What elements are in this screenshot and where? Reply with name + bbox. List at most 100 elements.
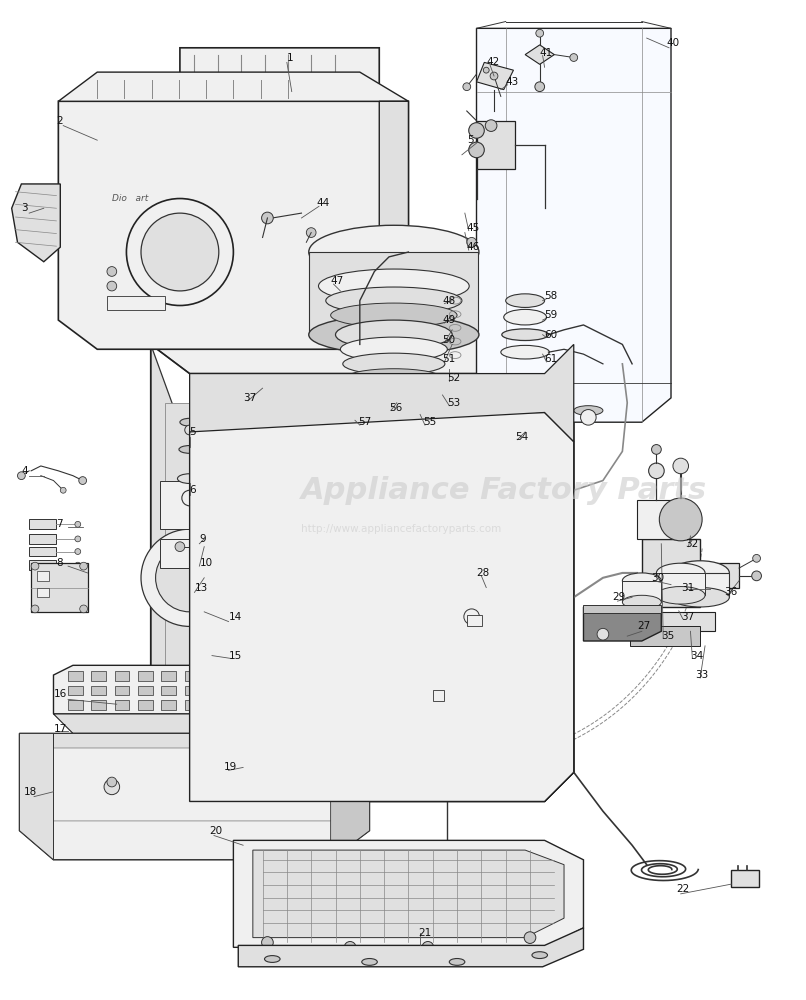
Circle shape (175, 542, 185, 552)
Polygon shape (208, 686, 222, 695)
Bar (204, 680, 222, 697)
Circle shape (31, 605, 39, 613)
Text: http://www.appliancefactoryparts.com: http://www.appliancefactoryparts.com (301, 524, 501, 534)
Circle shape (75, 536, 81, 542)
Circle shape (75, 521, 81, 527)
Polygon shape (224, 753, 272, 777)
Polygon shape (278, 700, 293, 710)
Bar (584, 605, 661, 613)
Ellipse shape (449, 959, 465, 965)
Circle shape (79, 477, 86, 484)
Polygon shape (656, 573, 705, 595)
Ellipse shape (264, 956, 280, 962)
Polygon shape (161, 700, 176, 710)
Circle shape (532, 410, 547, 425)
Text: 21: 21 (418, 928, 431, 938)
Circle shape (691, 589, 706, 605)
Polygon shape (189, 344, 574, 442)
Polygon shape (68, 686, 83, 695)
Polygon shape (301, 686, 316, 695)
Text: 58: 58 (545, 291, 558, 301)
Ellipse shape (362, 959, 377, 965)
Bar (160, 539, 209, 568)
Polygon shape (630, 626, 700, 646)
Bar (29, 534, 56, 544)
Text: 13: 13 (194, 583, 208, 593)
Polygon shape (476, 28, 671, 422)
Text: 43: 43 (505, 77, 519, 87)
Text: 44: 44 (316, 198, 330, 208)
Polygon shape (234, 840, 584, 947)
Circle shape (484, 67, 489, 73)
Circle shape (659, 498, 702, 541)
Polygon shape (189, 412, 574, 801)
Circle shape (536, 29, 543, 37)
Ellipse shape (505, 294, 545, 307)
Polygon shape (263, 753, 505, 801)
Text: 56: 56 (389, 403, 402, 413)
Circle shape (753, 554, 761, 562)
Polygon shape (53, 665, 350, 714)
Polygon shape (253, 850, 564, 938)
Circle shape (686, 568, 696, 578)
Polygon shape (151, 733, 574, 801)
Text: 20: 20 (209, 826, 222, 836)
Polygon shape (138, 671, 152, 681)
Text: 61: 61 (545, 354, 558, 364)
Circle shape (156, 544, 224, 612)
Polygon shape (19, 733, 53, 860)
Polygon shape (584, 607, 661, 641)
Text: 3: 3 (22, 203, 28, 213)
Circle shape (182, 490, 197, 506)
Text: 30: 30 (651, 573, 665, 583)
Polygon shape (185, 671, 199, 681)
Ellipse shape (502, 329, 548, 341)
Text: 35: 35 (661, 631, 675, 641)
Circle shape (597, 628, 609, 640)
Text: 28: 28 (476, 568, 490, 578)
Polygon shape (545, 315, 574, 801)
Polygon shape (325, 671, 339, 681)
Circle shape (262, 212, 273, 224)
Text: 42: 42 (486, 57, 500, 67)
Text: 32: 32 (686, 539, 699, 549)
Text: 4: 4 (22, 466, 28, 476)
Ellipse shape (504, 309, 546, 325)
Polygon shape (68, 700, 83, 710)
Polygon shape (526, 45, 555, 64)
Text: 47: 47 (330, 276, 344, 286)
Polygon shape (231, 671, 246, 681)
Polygon shape (58, 72, 409, 101)
Text: 10: 10 (199, 558, 213, 568)
Circle shape (185, 425, 194, 435)
Circle shape (104, 779, 119, 795)
Text: 57: 57 (358, 417, 371, 427)
Polygon shape (91, 671, 106, 681)
Text: 33: 33 (696, 670, 708, 680)
Circle shape (306, 228, 316, 237)
Ellipse shape (335, 320, 452, 349)
Bar (197, 597, 212, 626)
Ellipse shape (523, 397, 557, 409)
Polygon shape (185, 700, 199, 710)
Circle shape (107, 777, 117, 787)
Ellipse shape (347, 384, 440, 402)
Ellipse shape (197, 686, 214, 694)
Ellipse shape (180, 418, 199, 426)
Text: 37: 37 (243, 393, 256, 403)
Circle shape (570, 54, 578, 61)
Polygon shape (39, 748, 355, 821)
Text: 22: 22 (676, 884, 689, 894)
Text: 53: 53 (447, 398, 460, 408)
Ellipse shape (574, 406, 603, 415)
Ellipse shape (671, 588, 729, 607)
Circle shape (75, 549, 81, 554)
Text: Dio   art: Dio art (112, 194, 148, 203)
Text: 52: 52 (447, 373, 460, 383)
Polygon shape (255, 700, 269, 710)
Ellipse shape (309, 225, 479, 279)
Circle shape (277, 845, 287, 855)
Circle shape (467, 237, 476, 247)
Polygon shape (53, 733, 369, 753)
Polygon shape (189, 374, 218, 801)
